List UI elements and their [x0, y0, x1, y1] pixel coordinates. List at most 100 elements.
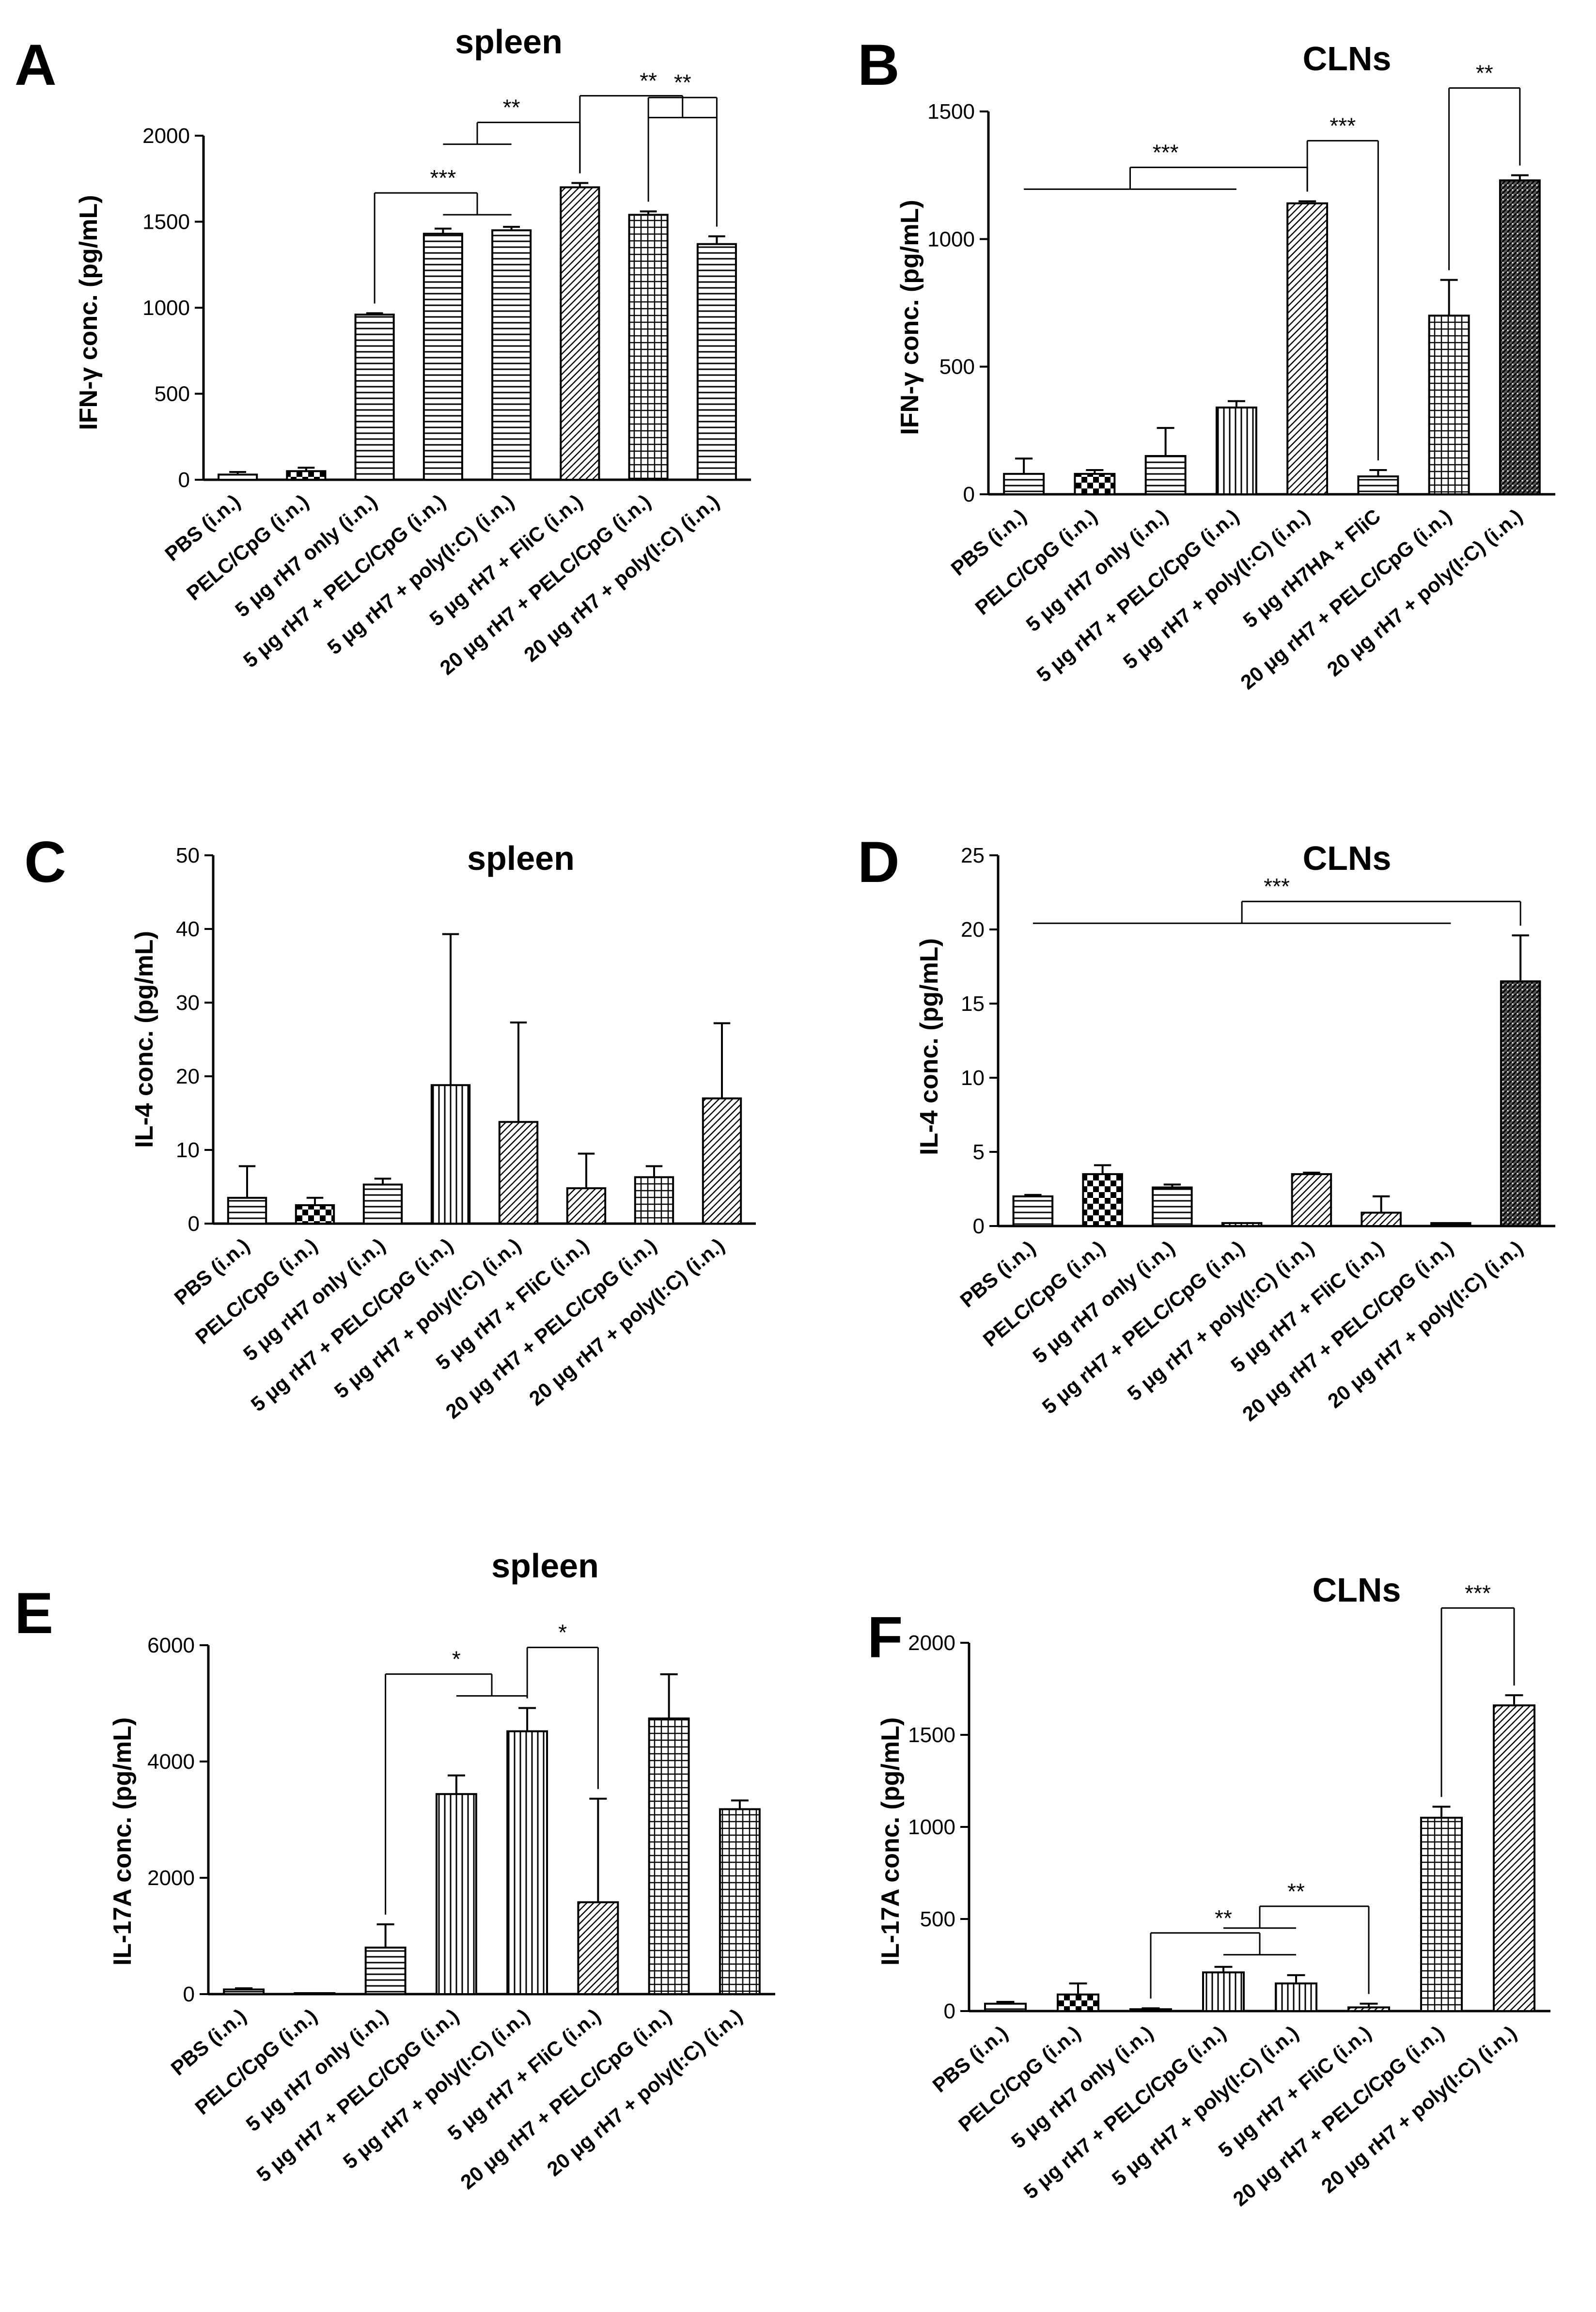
- bar: [1144, 455, 1187, 495]
- y-tick-label: 4000: [147, 1750, 195, 1774]
- significance-label: *: [558, 1620, 567, 1645]
- panel-letter: A: [15, 32, 57, 97]
- y-tick-label: 50: [176, 844, 200, 867]
- panel-title: CLNs: [1303, 40, 1392, 78]
- bar: [435, 1793, 477, 1995]
- y-tick-label: 2000: [147, 1866, 195, 1890]
- y-tick-label: 1500: [142, 210, 190, 234]
- bar: [1500, 980, 1541, 1227]
- y-tick-label: 30: [176, 991, 200, 1015]
- significance-label: ***: [430, 165, 456, 190]
- bar: [719, 1808, 761, 1995]
- y-tick-label: 1000: [927, 227, 975, 251]
- category-label: PELC/CpG (i.n.): [954, 2021, 1085, 2136]
- panel-letter: F: [867, 1605, 903, 1670]
- y-tick-label: 10: [176, 1138, 200, 1162]
- y-tick-label: 20: [176, 1065, 200, 1088]
- panel-title: CLNs: [1313, 1571, 1401, 1609]
- bar: [1221, 1222, 1263, 1227]
- y-tick-label: 1000: [142, 296, 190, 320]
- bar: [294, 1992, 336, 1995]
- y-tick-label: 15: [961, 992, 985, 1016]
- bar: [1430, 1222, 1471, 1227]
- panel-title: spleen: [467, 839, 575, 877]
- bar: [702, 1097, 742, 1225]
- category-label: PELC/CpG (i.n.): [190, 2004, 321, 2119]
- bar: [223, 1988, 265, 1995]
- category-label: PELC/CpG (i.n.): [979, 1236, 1110, 1351]
- bar: [1361, 1211, 1402, 1227]
- panel-title: CLNs: [1303, 839, 1392, 877]
- panel-letter: C: [24, 830, 66, 895]
- bar: [1003, 472, 1045, 495]
- bar: [1152, 1186, 1193, 1227]
- bar: [1074, 472, 1116, 495]
- bar: [1129, 2008, 1172, 2013]
- y-tick-label: 0: [973, 1214, 985, 1238]
- bar: [506, 1730, 548, 1996]
- y-tick-label: 1500: [908, 1723, 955, 1747]
- y-tick-label: 25: [961, 844, 985, 867]
- significance-label: ***: [1264, 874, 1290, 899]
- significance-label: *: [452, 1647, 461, 1672]
- panel-f: F CLNs IL-17A conc. (pg/mL) 0 500 1000 1500…: [867, 1571, 1550, 2211]
- y-tick-label: 6000: [147, 1634, 195, 1657]
- bar: [227, 1196, 267, 1225]
- panel-letter: E: [15, 1581, 53, 1646]
- y-tick-label: 1000: [908, 1815, 955, 1839]
- bar: [1347, 2006, 1390, 2012]
- bar: [430, 1084, 471, 1225]
- bar: [560, 186, 600, 481]
- y-tick-label: 0: [944, 1999, 955, 2023]
- y-tick-label: 0: [963, 483, 975, 506]
- significance-label: ***: [1330, 113, 1356, 138]
- significance-label: **: [1476, 61, 1493, 86]
- bar: [498, 1121, 539, 1225]
- significance-label: **: [503, 95, 520, 120]
- y-tick-label: 10: [961, 1066, 985, 1090]
- significance-label: **: [674, 70, 691, 95]
- y-axis-label: IL-4 conc. (pg/mL): [915, 938, 943, 1155]
- panel-title: spleen: [491, 1547, 599, 1585]
- significance-label: ***: [1153, 140, 1179, 165]
- bar: [1291, 1173, 1332, 1227]
- bar: [1420, 1817, 1463, 2012]
- y-tick-label: 500: [155, 382, 190, 406]
- bar: [218, 473, 258, 481]
- panel-letter: B: [858, 32, 900, 97]
- y-axis-label: IL-4 conc. (pg/mL): [130, 931, 158, 1148]
- panel-a: A spleen IFN-γ conc. (pg/mL) 0 500 1000 150…: [15, 23, 751, 679]
- panel-title: spleen: [455, 23, 563, 61]
- y-tick-label: 1500: [927, 100, 975, 124]
- bar: [1499, 179, 1541, 495]
- panel-b: B CLNs IFN-γ conc. (pg/mL) 0 500 1000 1500 P…: [858, 32, 1555, 694]
- y-tick-label: 0: [183, 1982, 195, 2006]
- bar: [1057, 1993, 1099, 2012]
- bar: [1493, 1704, 1535, 2012]
- bar: [1082, 1173, 1123, 1227]
- panel-d: D CLNs IL-4 conc. (pg/mL) 0510152025PBS …: [858, 830, 1555, 1426]
- bar: [295, 1204, 335, 1225]
- bar: [1357, 475, 1399, 496]
- bar: [286, 470, 327, 481]
- bar: [634, 1176, 674, 1225]
- y-tick-label: 0: [178, 468, 190, 492]
- y-axis-label: IFN-γ conc. (pg/mL): [75, 195, 103, 430]
- y-tick-label: 500: [939, 355, 975, 379]
- category-label: PELC/CpG (i.n.): [191, 1234, 322, 1349]
- y-tick-label: 20: [961, 918, 985, 942]
- y-tick-label: 0: [188, 1212, 200, 1236]
- y-tick-label: 2000: [142, 124, 190, 148]
- bar: [1202, 1971, 1245, 2012]
- category-label: PELC/CpG (i.n.): [970, 504, 1101, 619]
- bar: [1428, 315, 1470, 495]
- y-tick-label: 500: [920, 1907, 955, 1931]
- significance-label: **: [640, 68, 657, 94]
- bar: [1012, 1195, 1054, 1227]
- significance-label: **: [1287, 1879, 1305, 1904]
- bar: [566, 1187, 607, 1225]
- bar: [696, 243, 737, 481]
- bar: [1215, 406, 1257, 496]
- bar: [1286, 202, 1329, 496]
